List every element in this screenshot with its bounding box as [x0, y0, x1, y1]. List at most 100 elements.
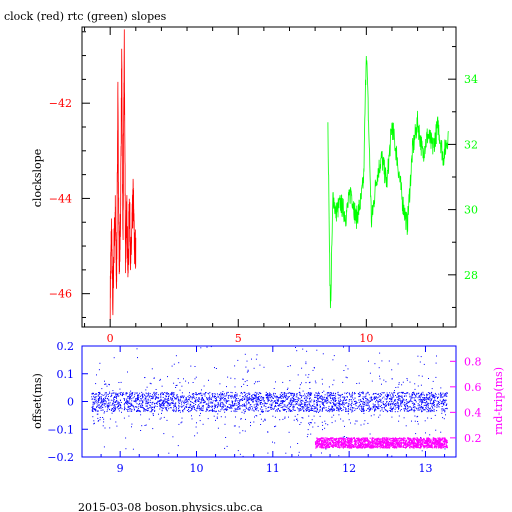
offset-point [165, 401, 167, 403]
roundtrip-point [411, 445, 413, 448]
offset-point [164, 406, 166, 408]
offset-point [173, 363, 175, 365]
offset-point [426, 400, 427, 402]
offset-point [319, 404, 321, 406]
offset-point [298, 451, 300, 453]
offset-point [387, 403, 389, 405]
offset-point [246, 408, 248, 409]
offset-point [234, 407, 236, 409]
offset-point [115, 393, 117, 395]
offset-point [151, 411, 153, 413]
offset-point [257, 404, 259, 406]
roundtrip-point [356, 440, 358, 442]
offset-point [115, 394, 117, 396]
offset-point [253, 401, 254, 403]
offset-point [431, 388, 433, 390]
offset-point [175, 402, 177, 404]
offset-point [92, 416, 94, 418]
roundtrip-point [400, 442, 403, 444]
offset-point [148, 392, 150, 394]
offset-point [350, 404, 352, 405]
offset-point [214, 410, 216, 412]
offset-point [446, 404, 447, 406]
offset-point [419, 406, 421, 408]
offset-point [218, 404, 220, 406]
offset-point [108, 383, 110, 385]
offset-point [304, 395, 306, 397]
roundtrip-point [316, 439, 318, 441]
offset-point [161, 410, 163, 412]
offset-point [337, 394, 339, 396]
offset-point [214, 398, 216, 399]
offset-point [199, 420, 201, 422]
offset-point [417, 405, 419, 407]
roundtrip-point [365, 437, 367, 439]
offset-point [253, 393, 255, 395]
offset-point [446, 392, 448, 393]
offset-point [271, 396, 273, 398]
roundtrip-point [446, 446, 448, 448]
offset-point [166, 401, 168, 403]
offset-point [365, 400, 367, 402]
offset-point [409, 406, 411, 408]
offset-point [126, 398, 128, 400]
offset-point [424, 394, 425, 396]
offset-point [196, 410, 198, 412]
roundtrip-point [388, 444, 390, 446]
offset-point [316, 409, 318, 411]
offset-point [299, 410, 301, 412]
offset-point [291, 396, 293, 398]
offset-point [115, 407, 117, 409]
offset-point [216, 417, 218, 419]
offset-point [226, 445, 228, 447]
offset-point [378, 396, 380, 398]
offset-point [370, 397, 372, 399]
offset-point [177, 445, 179, 447]
offset-point [315, 406, 317, 408]
offset-point [362, 399, 364, 401]
offset-point [129, 393, 131, 395]
offset-point [301, 395, 303, 397]
offset-point [175, 387, 177, 388]
offset-point [435, 429, 437, 431]
offset-point [436, 400, 438, 402]
offset-point [247, 398, 249, 400]
offset-point [344, 392, 346, 394]
offset-point [325, 400, 327, 402]
offset-point [226, 386, 227, 388]
offset-point [267, 431, 269, 433]
offset-point [126, 403, 128, 405]
roundtrip-point [329, 440, 331, 442]
offset-point [211, 405, 213, 407]
roundtrip-point [412, 438, 414, 440]
offset-point [94, 399, 96, 401]
offset-point [251, 395, 253, 397]
offset-point [234, 411, 236, 413]
offset-point [100, 408, 102, 410]
offset-point [302, 403, 304, 405]
offset-point [118, 404, 120, 406]
offset-point [175, 410, 177, 412]
offset-point [403, 417, 405, 419]
offset-point [356, 383, 358, 384]
offset-point [433, 401, 435, 403]
offset-point [397, 395, 399, 397]
roundtrip-point [441, 439, 443, 441]
roundtrip-point [377, 442, 380, 444]
offset-point [298, 403, 300, 405]
offset-point [104, 411, 106, 413]
offset-point [442, 400, 444, 402]
offset-point [334, 397, 336, 399]
offset-point [113, 401, 114, 403]
roundtrip-point [409, 439, 411, 441]
offset-point [334, 408, 336, 410]
offset-point [239, 395, 241, 397]
roundtrip-point [383, 446, 385, 448]
roundtrip-point [382, 443, 384, 446]
offset-point [430, 392, 432, 394]
offset-point [194, 393, 196, 395]
roundtrip-point [362, 437, 364, 439]
offset-point [328, 386, 330, 388]
offset-point [239, 401, 241, 403]
offset-point [394, 400, 396, 402]
